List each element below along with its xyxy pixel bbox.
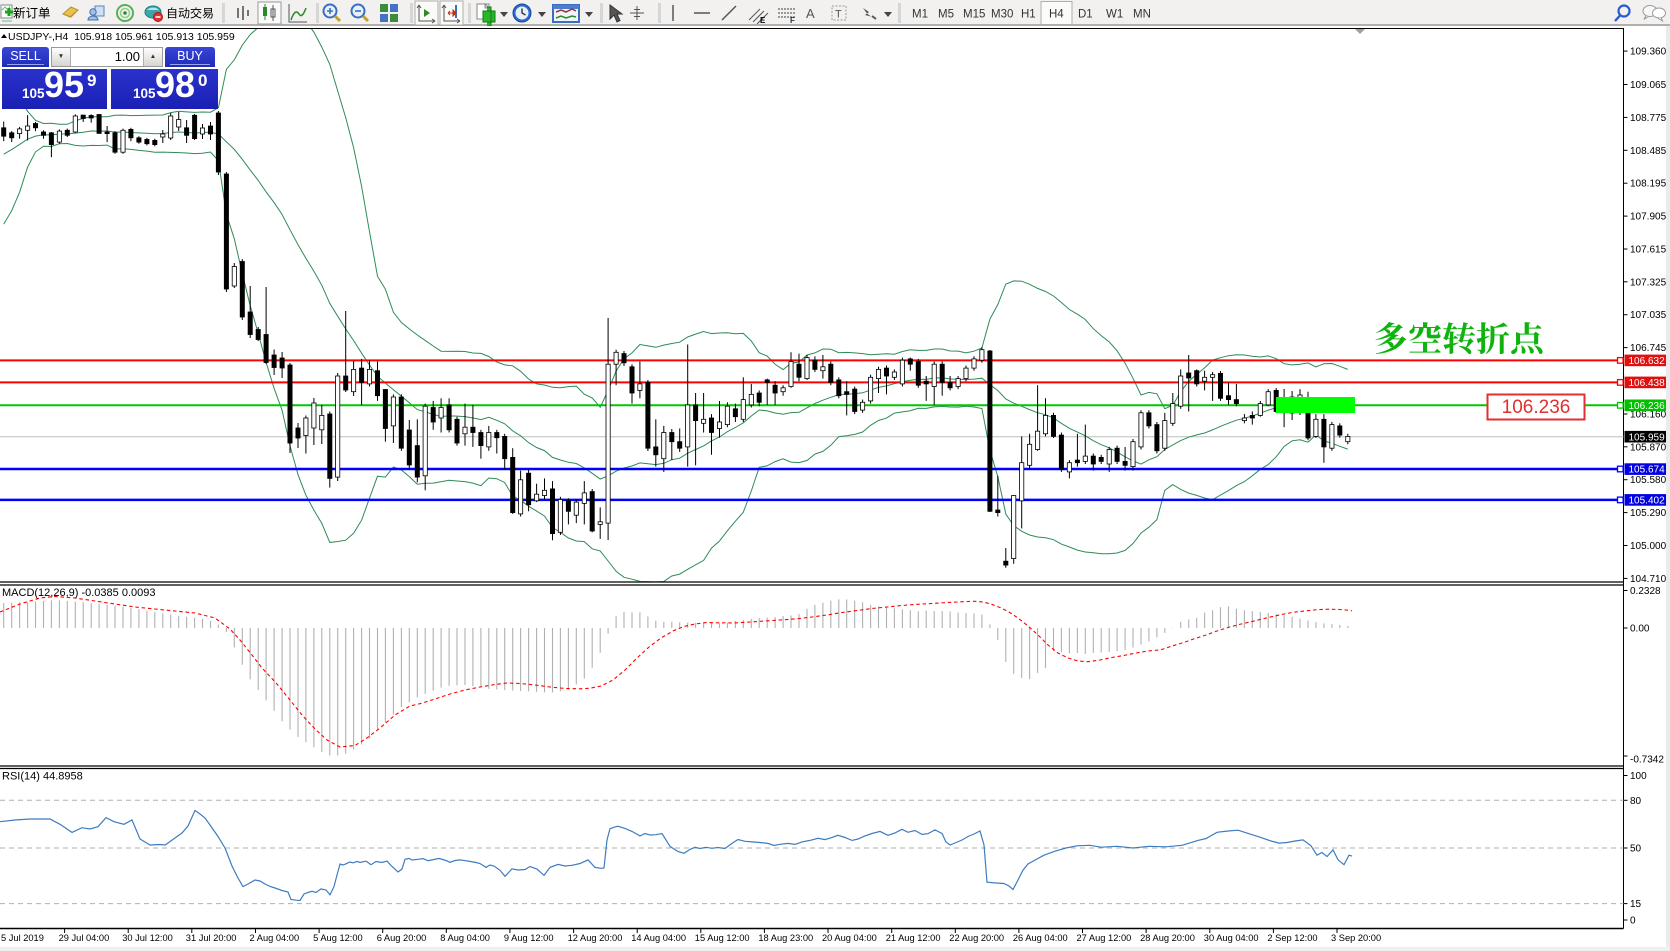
svg-text:106.632: 106.632: [1629, 356, 1666, 367]
svg-text:15: 15: [1630, 899, 1642, 910]
svg-text:30 Jul 12:00: 30 Jul 12:00: [122, 933, 173, 943]
svg-text:106.236: 106.236: [1502, 397, 1571, 418]
svg-text:106.438: 106.438: [1629, 378, 1666, 389]
svg-text:27 Aug 12:00: 27 Aug 12:00: [1077, 933, 1132, 943]
svg-text:50: 50: [1630, 844, 1642, 855]
svg-text:107.325: 107.325: [1630, 277, 1667, 288]
svg-text:MACD(12,26,9) -0.0385 0.0093: MACD(12,26,9) -0.0385 0.0093: [2, 587, 155, 599]
svg-text:106.236: 106.236: [1629, 401, 1666, 412]
svg-text:106.745: 106.745: [1630, 343, 1667, 354]
svg-text:106.160: 106.160: [1630, 410, 1667, 421]
svg-text:107.035: 107.035: [1630, 310, 1667, 321]
svg-text:2 Aug 04:00: 2 Aug 04:00: [250, 933, 300, 943]
svg-text:105.290: 105.290: [1630, 508, 1667, 519]
svg-text:14 Aug 04:00: 14 Aug 04:00: [631, 933, 686, 943]
svg-text:12 Aug 20:00: 12 Aug 20:00: [568, 933, 623, 943]
svg-text:E: E: [760, 16, 766, 25]
svg-text:9 Aug 12:00: 9 Aug 12:00: [504, 933, 554, 943]
svg-text:21 Aug 12:00: 21 Aug 12:00: [886, 933, 941, 943]
svg-text:105.870: 105.870: [1630, 442, 1667, 453]
svg-text:30 Aug 04:00: 30 Aug 04:00: [1204, 933, 1259, 943]
svg-text:6 Aug 20:00: 6 Aug 20:00: [377, 933, 427, 943]
svg-text:5 Jul 2019: 5 Jul 2019: [1, 933, 44, 943]
svg-text:105.959: 105.959: [1629, 432, 1666, 443]
svg-text:H1: H1: [1021, 9, 1036, 21]
svg-text:A: A: [806, 6, 815, 21]
svg-text:2 Sep 12:00: 2 Sep 12:00: [1267, 933, 1317, 943]
svg-text:105.674: 105.674: [1629, 465, 1666, 476]
svg-text:18 Aug 23:00: 18 Aug 23:00: [758, 933, 813, 943]
svg-text:T: T: [835, 9, 842, 21]
svg-text:109.065: 109.065: [1630, 80, 1667, 91]
svg-text:107.615: 107.615: [1630, 245, 1667, 256]
svg-text:26 Aug 04:00: 26 Aug 04:00: [1013, 933, 1068, 943]
svg-text:15 Aug 12:00: 15 Aug 12:00: [695, 933, 750, 943]
svg-text:22 Aug 20:00: 22 Aug 20:00: [949, 933, 1004, 943]
svg-text:20 Aug 04:00: 20 Aug 04:00: [822, 933, 877, 943]
svg-text:0.00: 0.00: [1630, 624, 1650, 635]
svg-text:105.580: 105.580: [1630, 475, 1667, 486]
svg-text:0.2328: 0.2328: [1630, 586, 1661, 597]
svg-text:M5: M5: [938, 9, 954, 21]
svg-text:RSI(14) 44.8958: RSI(14) 44.8958: [2, 771, 83, 783]
svg-text:M1: M1: [912, 9, 928, 21]
svg-text:100: 100: [1630, 771, 1647, 782]
svg-text:105.000: 105.000: [1630, 541, 1667, 552]
svg-text:8 Aug 04:00: 8 Aug 04:00: [440, 933, 490, 943]
svg-text:108.775: 108.775: [1630, 113, 1667, 124]
svg-text:H4: H4: [1049, 9, 1064, 21]
svg-text:3 Sep 20:00: 3 Sep 20:00: [1331, 933, 1381, 943]
svg-text:-0.7342: -0.7342: [1630, 755, 1664, 766]
svg-text:105.402: 105.402: [1629, 496, 1666, 507]
svg-text:31 Jul 20:00: 31 Jul 20:00: [186, 933, 237, 943]
svg-text:29 Jul 04:00: 29 Jul 04:00: [59, 933, 110, 943]
svg-text:108.485: 108.485: [1630, 146, 1667, 157]
svg-text:M15: M15: [963, 9, 985, 21]
svg-text:104.710: 104.710: [1630, 574, 1667, 585]
svg-text:0: 0: [1630, 916, 1636, 927]
svg-text:D1: D1: [1078, 9, 1093, 21]
svg-text:80: 80: [1630, 796, 1642, 807]
svg-text:5 Aug 12:00: 5 Aug 12:00: [313, 933, 363, 943]
svg-text:109.360: 109.360: [1630, 47, 1667, 58]
svg-text:M30: M30: [991, 9, 1013, 21]
svg-text:107.905: 107.905: [1630, 212, 1667, 223]
svg-text:MN: MN: [1133, 9, 1151, 21]
svg-text:108.195: 108.195: [1630, 179, 1667, 190]
svg-text:28 Aug 20:00: 28 Aug 20:00: [1140, 933, 1195, 943]
svg-text:W1: W1: [1106, 9, 1123, 21]
svg-text:F: F: [790, 16, 795, 25]
